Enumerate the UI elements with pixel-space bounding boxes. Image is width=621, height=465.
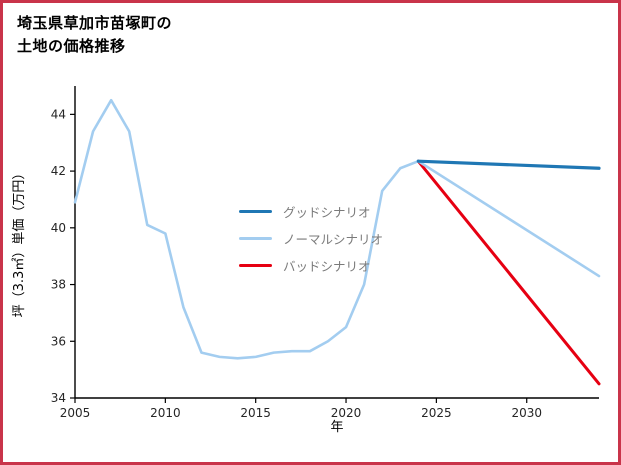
chart-title: 埼玉県草加市苗塚町の 土地の価格推移 [17,12,172,59]
legend-label: グッドシナリオ [283,204,371,220]
y-tick-label: 44 [51,107,66,121]
x-tick-label: 2015 [240,406,271,420]
x-tick-label: 2005 [60,406,91,420]
series-line-good [416,159,601,170]
series-line-bad [416,159,601,386]
legend-item-good-scenario: グッドシナリオ [239,202,383,220]
x-axis-label: 年 [330,420,343,435]
legend-item-normal-scenario: ノーマルシナリオ [239,229,383,247]
chart-legend: グッドシナリオ ノーマルシナリオ バッドシナリオ [239,202,383,274]
chart-title-line2: 土地の価格推移 [17,37,126,56]
legend-label: ノーマルシナリオ [283,231,384,247]
y-tick-label: 40 [51,221,66,235]
chart-title-line1: 埼玉県草加市苗塚町の [17,14,173,32]
series-line-normal [73,98,601,360]
generated-chart-content: 2005 2010 2015 2020 2025 2030 34 36 38 40 42 44 [51,98,601,420]
normal-scenario-line-swatch [239,236,272,240]
price-trend-line-chart: 年 坪（3.3㎡）単価（万円） 2005 2010 2015 2020 2025 2030… [11,86,601,435]
legend-item-bad-scenario: バッドシナリオ [239,256,383,274]
y-tick-label: 42 [51,164,66,178]
y-axis-label: 坪（3.3㎡）単価（万円） [11,167,27,318]
x-tick-label: 2010 [150,406,181,420]
good-scenario-line-swatch [239,209,272,213]
y-tick-label: 34 [51,391,66,405]
legend-label: バッドシナリオ [283,258,371,274]
x-tick-label: 2020 [331,406,362,420]
bad-scenario-line-swatch [239,263,272,267]
x-tick-label: 2025 [421,406,452,420]
y-tick-label: 38 [51,278,66,292]
y-tick-label: 36 [51,334,66,348]
x-tick-label: 2030 [511,406,542,420]
